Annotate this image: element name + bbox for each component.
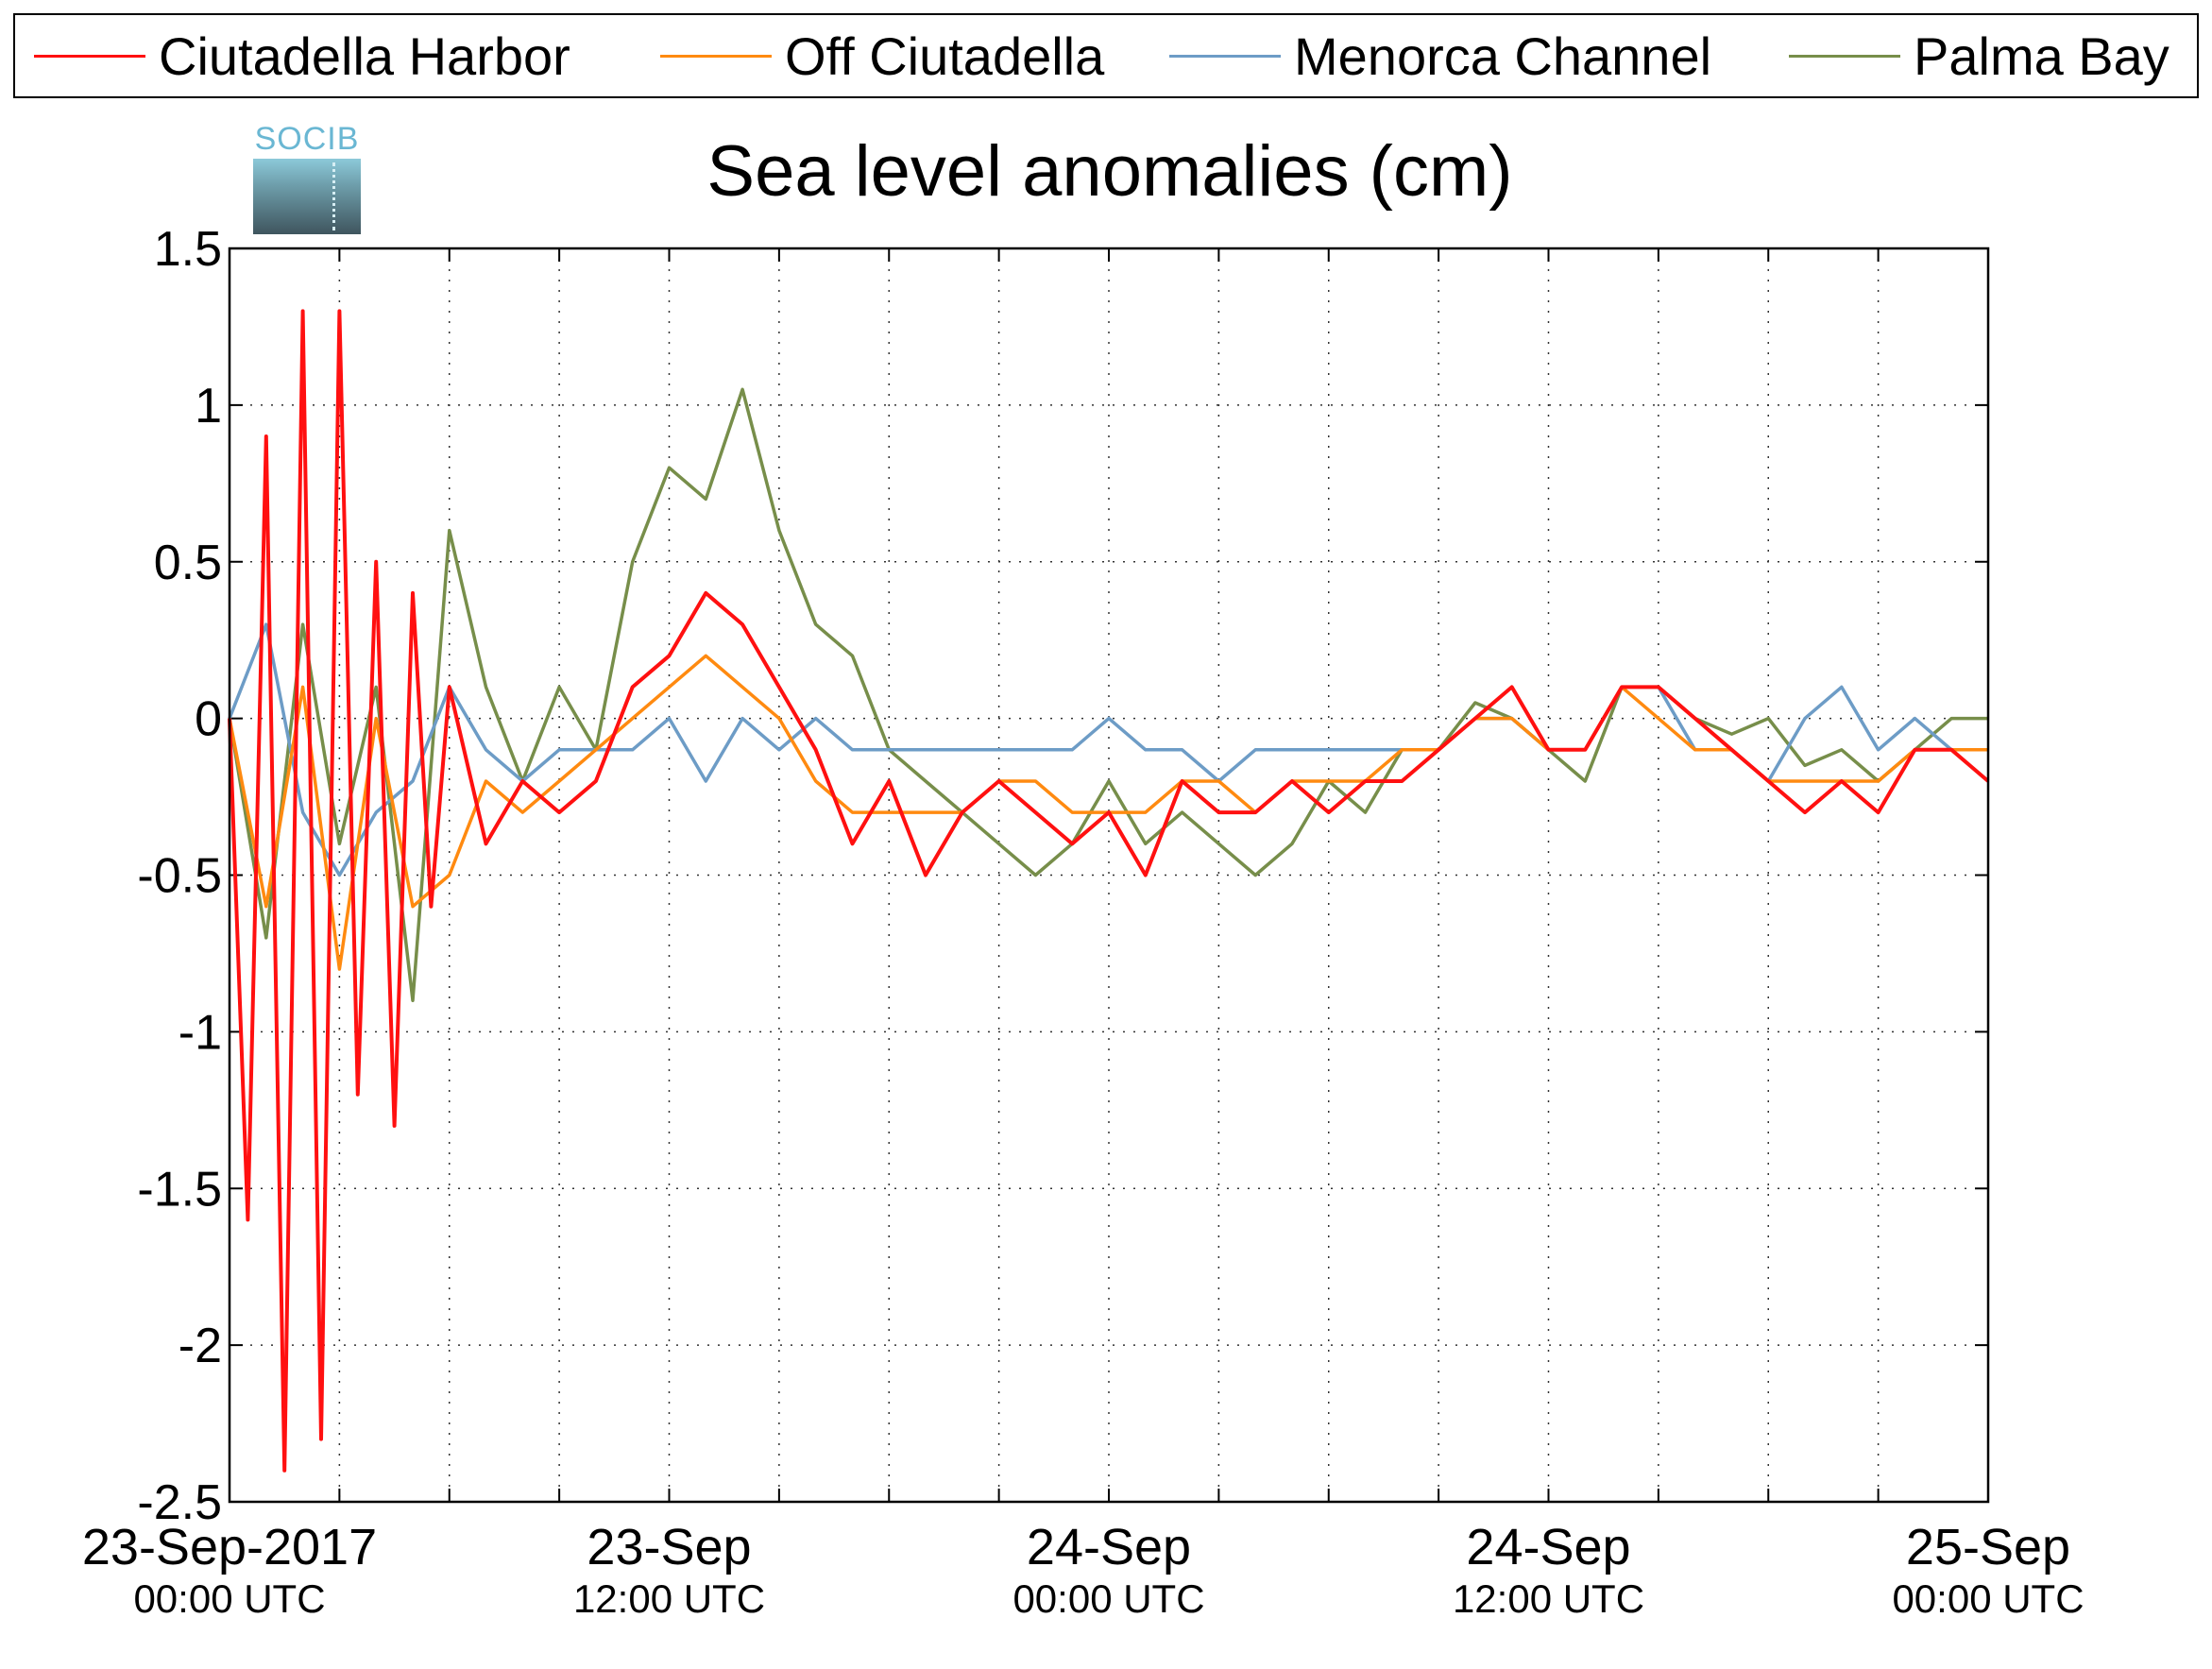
legend-swatch-ciutadella-harbor <box>34 54 145 58</box>
logo-graphic <box>253 159 361 234</box>
legend-item-menorca-channel: Menorca Channel <box>1169 15 1711 96</box>
y-tick-label: 1.5 <box>154 222 222 277</box>
y-tick-label: -1.5 <box>137 1162 222 1217</box>
x-tick-label-time: 00:00 UTC <box>1892 1576 2084 1621</box>
legend-label: Menorca Channel <box>1294 26 1712 86</box>
y-tick-label: -1 <box>179 1005 222 1060</box>
plot-frame <box>228 247 1990 1504</box>
y-tick-label: -0.5 <box>137 849 222 904</box>
logo-dashed-line <box>332 162 335 230</box>
y-tick-label: 0.5 <box>154 536 222 590</box>
x-tick-label-time: 00:00 UTC <box>133 1576 325 1621</box>
series-line-ciutadella-harbor <box>228 309 1990 1473</box>
legend-item-palma-bay: Palma Bay <box>1789 15 2169 96</box>
y-tick-label: -2 <box>179 1319 222 1373</box>
legend-label: Ciutadella Harbor <box>159 26 570 86</box>
x-tick-label-date: 23-Sep <box>587 1519 751 1575</box>
x-tick-label-date: 24-Sep <box>1466 1519 1630 1575</box>
legend-label: Off Ciutadella <box>785 26 1105 86</box>
chart-legend: Ciutadella Harbor Off Ciutadella Menorca… <box>13 13 2199 98</box>
logo-text: SOCIB <box>254 121 360 157</box>
legend-swatch-palma-bay <box>1789 54 1900 58</box>
x-tick-label-date: 23-Sep-2017 <box>82 1519 377 1575</box>
chart-title: Sea level anomalies (cm) <box>706 131 1513 212</box>
legend-item-off-ciutadella: Off Ciutadella <box>660 15 1104 96</box>
y-tick-label: 1 <box>195 379 222 434</box>
legend-item-ciutadella-harbor: Ciutadella Harbor <box>34 15 570 96</box>
legend-label: Palma Bay <box>1914 26 2169 86</box>
y-tick-label: -2.5 <box>137 1475 222 1530</box>
x-tick-label-time: 00:00 UTC <box>1012 1576 1204 1621</box>
socib-logo-icon: SOCIB <box>251 121 363 236</box>
x-tick-label-date: 24-Sep <box>1027 1519 1191 1575</box>
x-tick-label-time: 12:00 UTC <box>1453 1576 1644 1621</box>
y-tick-label: 0 <box>195 692 222 747</box>
legend-swatch-off-ciutadella <box>660 54 772 58</box>
legend-swatch-menorca-channel <box>1169 54 1281 58</box>
x-tick-label-time: 12:00 UTC <box>573 1576 765 1621</box>
x-tick-label-date: 25-Sep <box>1906 1519 2070 1575</box>
